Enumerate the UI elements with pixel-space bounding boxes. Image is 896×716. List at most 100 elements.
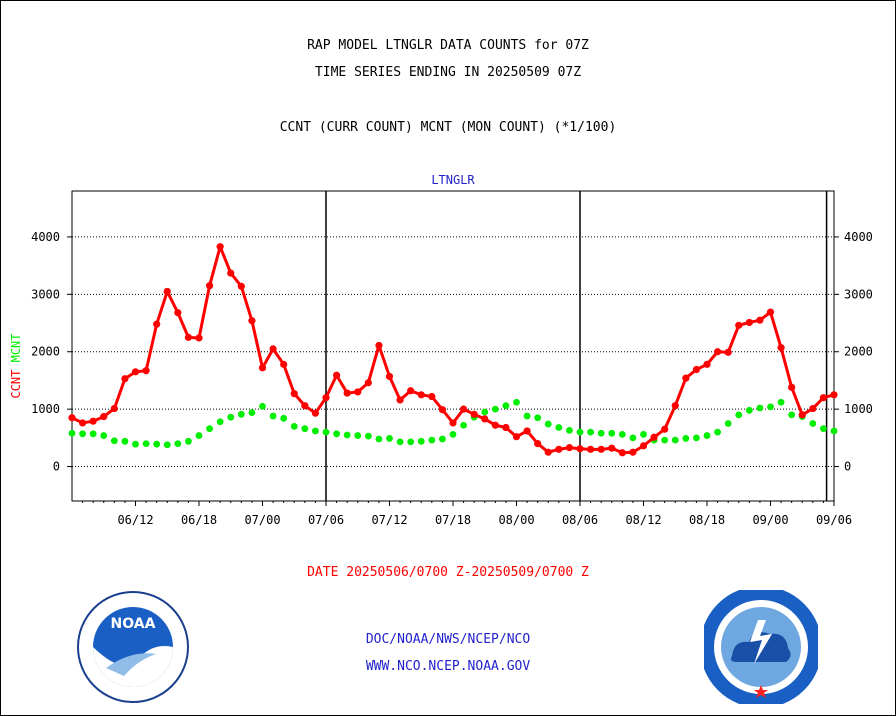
- data-point-mcnt: [777, 398, 785, 406]
- data-point-mcnt: [555, 424, 563, 431]
- y-tick-label-left: 0: [53, 460, 60, 474]
- org-link[interactable]: DOC/NOAA/NWS/NCEP/NCO: [365, 632, 531, 647]
- chart-title: RAP MODEL LTNGLR DATA COUNTS for 07Z: [307, 38, 589, 53]
- data-point-mcnt: [280, 414, 288, 422]
- x-tick-label: 08/06: [562, 513, 598, 527]
- data-point-ccnt: [523, 427, 531, 435]
- chart-title-2: TIME SERIES ENDING IN 20250509 07Z: [314, 65, 582, 80]
- data-point-mcnt: [163, 441, 171, 449]
- data-point-mcnt: [322, 428, 330, 436]
- data-point-mcnt: [449, 431, 457, 438]
- y-axis-label-ccnt: CCNT: [9, 362, 23, 398]
- data-point-ccnt: [449, 419, 457, 427]
- data-point-ccnt: [68, 414, 76, 422]
- data-point-mcnt: [364, 432, 372, 440]
- data-point-mcnt: [820, 425, 827, 433]
- data-point-mcnt: [301, 425, 309, 433]
- data-point-ccnt: [481, 415, 489, 423]
- data-point-mcnt: [671, 436, 679, 444]
- y-tick-label-left: 3000: [31, 287, 60, 301]
- data-point-mcnt: [417, 437, 425, 445]
- data-point-ccnt: [216, 243, 224, 251]
- data-point-mcnt: [89, 430, 97, 438]
- website-link[interactable]: WWW.NCO.NCEP.NOAA.GOV: [365, 659, 531, 674]
- data-point-mcnt: [227, 413, 235, 421]
- data-point-ccnt: [385, 372, 394, 381]
- data-point-mcnt: [566, 426, 573, 434]
- data-point-ccnt: [110, 404, 118, 413]
- data-point-mcnt: [608, 429, 616, 437]
- x-tick-label: 08/12: [625, 513, 661, 527]
- data-point-ccnt: [766, 308, 775, 316]
- data-point-mcnt: [809, 420, 817, 427]
- data-point-ccnt: [438, 406, 447, 414]
- data-point-ccnt: [809, 404, 817, 413]
- data-point-ccnt: [661, 425, 669, 433]
- data-point-ccnt: [491, 421, 499, 429]
- data-point-ccnt: [311, 409, 320, 417]
- data-point-ccnt: [534, 439, 542, 448]
- data-point-ccnt: [650, 433, 658, 441]
- data-point-ccnt: [470, 410, 478, 418]
- data-point-mcnt: [767, 403, 774, 411]
- data-point-mcnt: [386, 435, 393, 442]
- data-point-ccnt: [618, 449, 626, 457]
- data-point-mcnt: [333, 430, 340, 438]
- data-point-mcnt: [439, 435, 446, 443]
- x-tick-label: 09/00: [752, 513, 788, 527]
- data-point-mcnt: [544, 420, 552, 428]
- x-tick-label: 06/18: [181, 513, 217, 527]
- data-point-ccnt: [629, 448, 637, 456]
- x-tick-label: 07/12: [371, 513, 407, 527]
- x-tick-label: 07/00: [244, 513, 280, 527]
- data-point-ccnt: [89, 417, 97, 425]
- data-point-mcnt: [693, 434, 700, 442]
- y-tick-label-right: 3000: [844, 287, 873, 301]
- data-point-mcnt: [396, 438, 404, 446]
- data-point-mcnt: [185, 437, 192, 445]
- data-point-ccnt: [227, 269, 235, 277]
- data-point-mcnt: [100, 432, 108, 439]
- data-point-ccnt: [565, 444, 574, 452]
- data-point-mcnt: [587, 428, 594, 436]
- data-point-mcnt: [481, 408, 489, 416]
- data-point-ccnt: [78, 419, 87, 427]
- data-point-ccnt: [396, 396, 404, 404]
- data-point-ccnt: [555, 445, 563, 453]
- data-point-ccnt: [364, 379, 372, 387]
- x-tick-label: 07/06: [308, 513, 344, 527]
- data-point-mcnt: [248, 409, 256, 416]
- data-point-ccnt: [724, 348, 732, 356]
- data-point-ccnt: [205, 282, 214, 290]
- data-point-mcnt: [523, 412, 531, 420]
- data-point-ccnt: [280, 360, 288, 368]
- data-point-mcnt: [661, 436, 669, 444]
- data-point-ccnt: [692, 365, 701, 374]
- data-point-mcnt: [618, 431, 626, 438]
- data-point-ccnt: [258, 364, 267, 372]
- y-tick-label-right: 1000: [844, 402, 873, 416]
- y-axis-label-mcnt: MCNT: [9, 333, 23, 362]
- data-point-ccnt: [639, 442, 648, 450]
- data-point-mcnt: [724, 420, 732, 427]
- data-point-mcnt: [354, 432, 362, 439]
- data-point-mcnt: [142, 440, 150, 447]
- data-point-mcnt: [206, 425, 213, 433]
- data-point-mcnt: [460, 421, 467, 429]
- data-point-ccnt: [142, 367, 150, 375]
- data-point-ccnt: [735, 321, 743, 329]
- data-point-mcnt: [174, 440, 182, 447]
- y-tick-label-left: 2000: [31, 345, 60, 359]
- nws-logo-icon: [704, 590, 818, 704]
- data-point-mcnt: [640, 431, 647, 438]
- data-point-mcnt: [745, 406, 753, 414]
- data-point-ccnt: [544, 448, 552, 456]
- data-point-mcnt: [79, 430, 86, 438]
- data-point-ccnt: [375, 341, 383, 350]
- data-point-mcnt: [534, 414, 542, 422]
- data-point-mcnt: [491, 405, 499, 413]
- data-point-ccnt: [237, 282, 245, 290]
- panel-label: LTNGLR: [431, 173, 475, 187]
- data-point-ccnt: [597, 445, 605, 453]
